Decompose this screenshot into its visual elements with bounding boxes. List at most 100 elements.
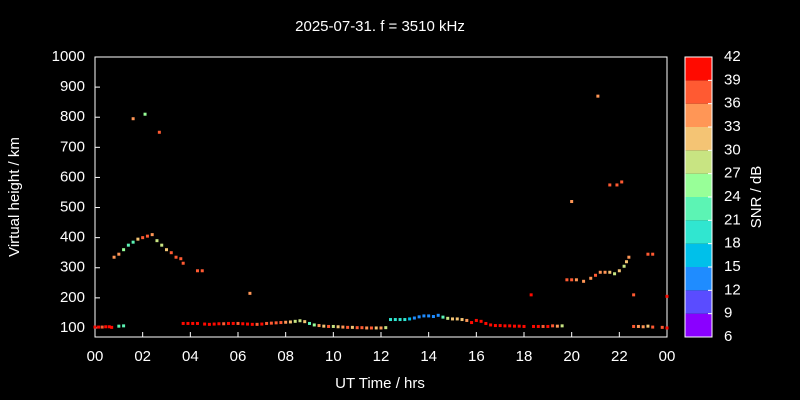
colorbar-band (685, 173, 712, 197)
data-point (484, 321, 488, 325)
data-point (522, 324, 526, 328)
y-tick-label: 300 (60, 259, 85, 276)
data-point (236, 321, 240, 325)
colorbar-band (685, 313, 712, 337)
x-tick-label: 18 (516, 348, 533, 365)
data-point (181, 321, 185, 325)
colorbar-band (685, 57, 712, 81)
data-point (186, 321, 190, 325)
data-point (622, 264, 626, 268)
data-point (246, 322, 250, 326)
y-tick-label: 700 (60, 138, 85, 155)
y-tick-label: 600 (60, 168, 85, 185)
data-point (284, 320, 288, 324)
data-point (603, 270, 607, 274)
data-point (112, 255, 116, 259)
data-point (636, 324, 640, 328)
colorbar-band (685, 127, 712, 151)
data-point (331, 324, 335, 328)
data-point (150, 233, 154, 237)
data-point (651, 325, 655, 329)
data-point (427, 314, 431, 318)
data-point (165, 248, 168, 252)
data-point (665, 294, 669, 298)
data-point (155, 239, 159, 243)
data-point (398, 318, 402, 322)
x-tick-label: 10 (325, 348, 342, 365)
data-point (169, 251, 173, 255)
data-point (474, 318, 478, 322)
y-tick-label: 900 (60, 78, 85, 95)
colorbar-band (685, 150, 712, 174)
data-point (250, 322, 254, 326)
data-point (460, 318, 464, 322)
data-point (303, 320, 307, 324)
colorbar-tick-label: 24 (724, 188, 741, 205)
data-point (110, 325, 114, 329)
data-point (141, 236, 145, 240)
data-point (100, 325, 104, 329)
data-point (346, 325, 350, 329)
data-point (122, 324, 126, 328)
colorbar-tick-label: 33 (724, 118, 741, 135)
colorbar-tick-label: 30 (724, 141, 741, 158)
x-tick-label: 00 (87, 348, 104, 365)
data-point (248, 291, 252, 295)
data-point (665, 326, 669, 330)
data-point (181, 261, 185, 265)
x-tick-label: 16 (468, 348, 485, 365)
data-point (431, 315, 435, 319)
colorbar-tick-label: 15 (724, 258, 741, 275)
data-point (617, 269, 621, 273)
data-point (145, 234, 149, 238)
data-point (117, 252, 121, 256)
data-point (641, 325, 645, 329)
x-axis-label: UT Time / hrs (335, 375, 425, 392)
x-tick-label: 20 (563, 348, 580, 365)
data-point (451, 317, 454, 321)
colorbar-tick-label: 6 (724, 328, 732, 345)
y-axis-label: Virtual height / km (6, 137, 23, 257)
y-tick-label: 500 (60, 199, 85, 216)
data-point (191, 321, 195, 325)
colorbar-tick-label: 12 (724, 281, 741, 298)
data-point (93, 325, 97, 329)
data-point (279, 321, 283, 325)
data-point (613, 272, 617, 276)
data-point (417, 315, 421, 319)
colorbar-band (685, 267, 712, 291)
x-tick-label: 02 (134, 348, 151, 365)
data-point (455, 317, 459, 321)
data-point (503, 324, 507, 328)
x-tick-label: 00 (659, 348, 676, 365)
data-point (465, 318, 469, 322)
x-tick-label: 14 (420, 348, 437, 365)
data-point (308, 321, 311, 325)
data-point (341, 325, 345, 329)
data-point (293, 319, 297, 323)
data-point (574, 278, 578, 282)
data-point (131, 240, 135, 244)
colorbar-tick-label: 18 (724, 235, 741, 252)
data-point (551, 324, 555, 328)
data-point (288, 320, 292, 324)
data-point (470, 321, 474, 325)
colorbar-label: SNR / dB (748, 166, 765, 229)
data-point (412, 316, 416, 320)
data-point (97, 325, 101, 329)
data-point (241, 322, 245, 326)
data-point (408, 317, 412, 321)
data-point (217, 322, 221, 326)
data-point (212, 322, 216, 326)
data-point (231, 321, 235, 325)
colorbar-tick-label: 27 (724, 165, 741, 182)
data-point (441, 315, 445, 319)
y-tick-label: 800 (60, 108, 85, 125)
data-point (608, 183, 612, 187)
data-point (126, 243, 130, 247)
data-point (203, 322, 207, 326)
colorbar-tick-label: 42 (724, 48, 741, 65)
data-point (541, 324, 545, 328)
data-point (369, 326, 373, 330)
data-point (265, 321, 269, 325)
